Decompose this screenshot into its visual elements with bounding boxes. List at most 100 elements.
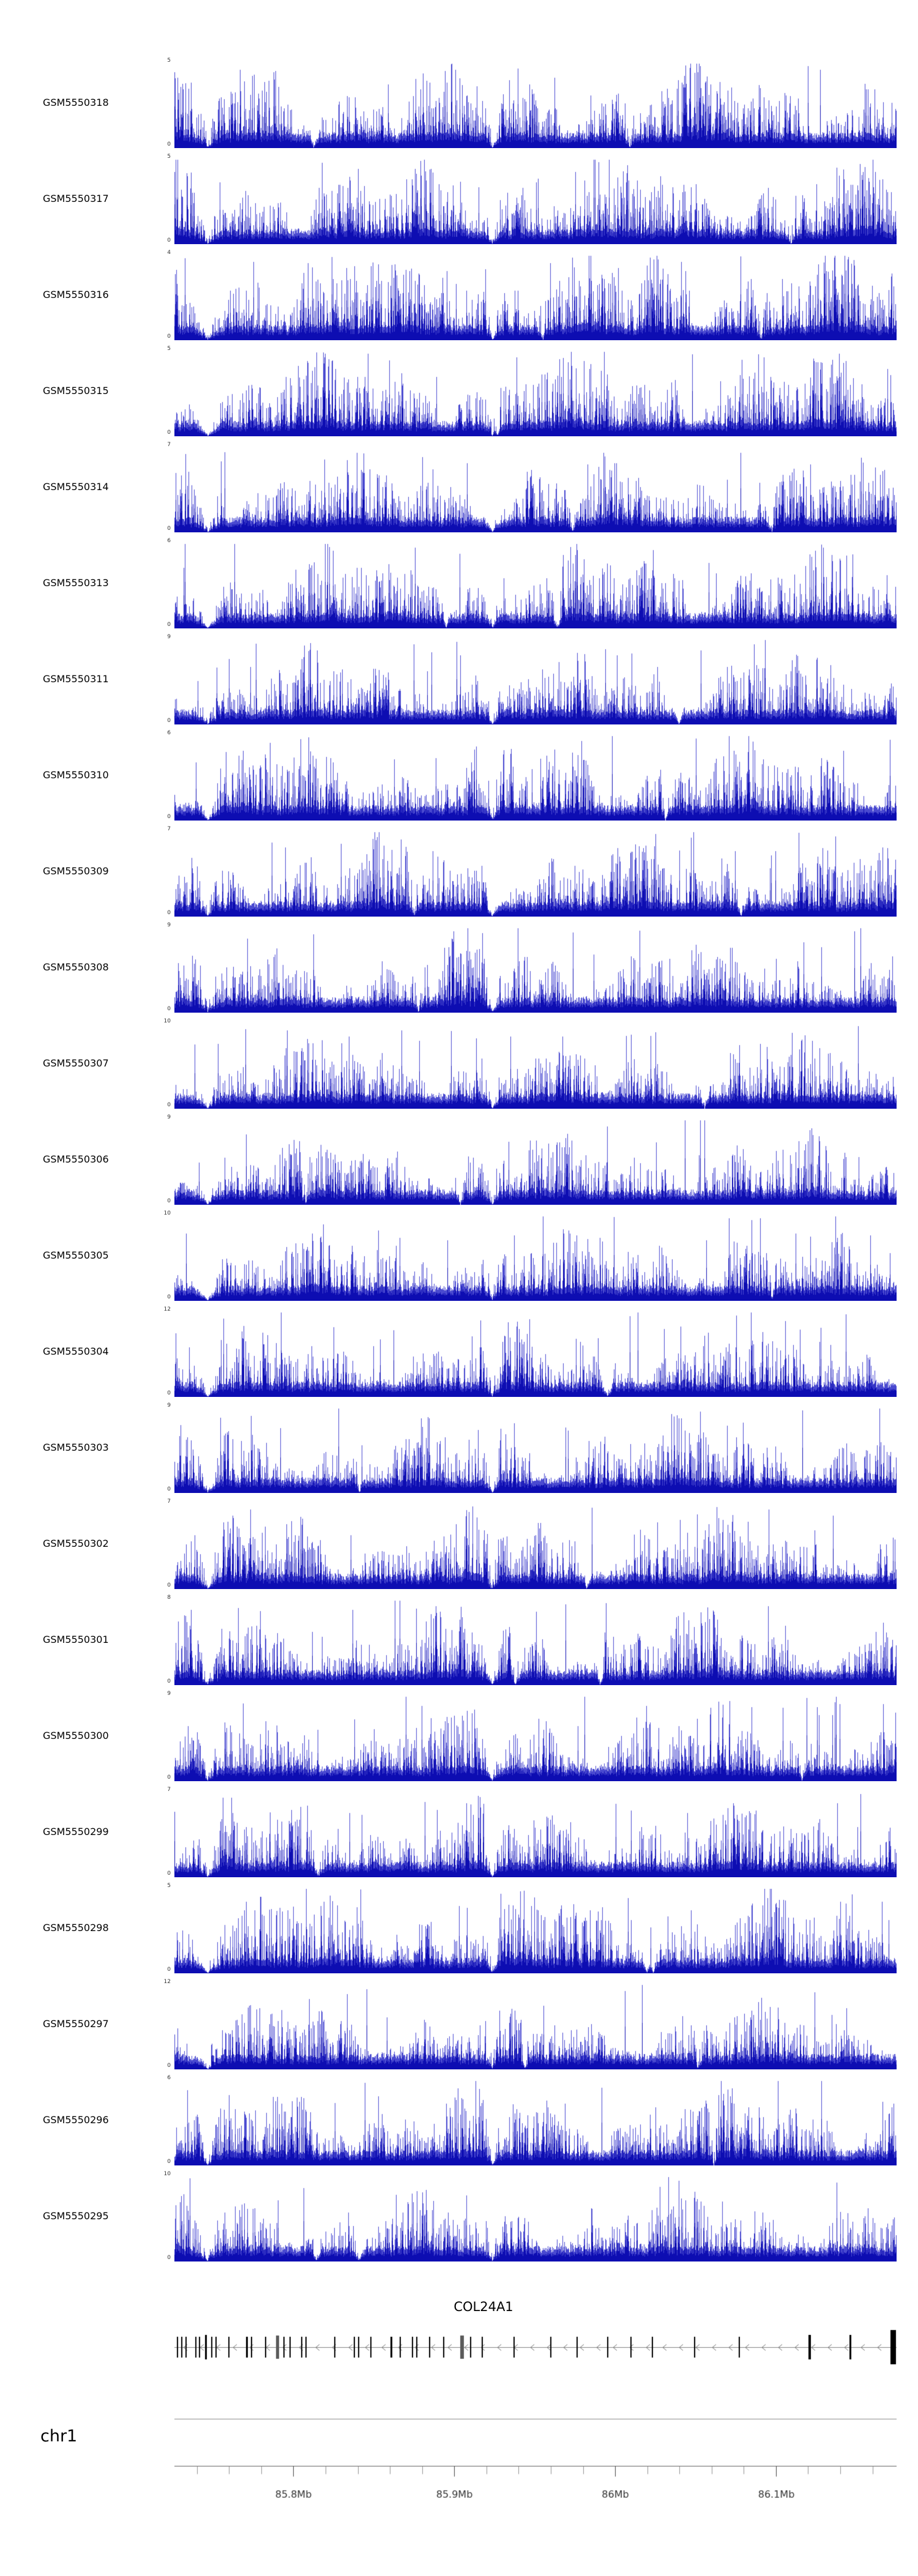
- signal-tracks: GSM5550318 5 0 GSM5550317 5 0 GSM5550316 4 0 GSM5…: [0, 56, 918, 2266]
- track-row: GSM5550298 5 0: [0, 1882, 918, 1978]
- track-row: GSM5550311 9 0: [0, 633, 918, 729]
- track-label: GSM5550306: [43, 1153, 109, 1165]
- y-axis-zero-label: 0: [167, 1678, 171, 1684]
- coverage-signal-plot: [174, 1886, 897, 1973]
- coverage-signal-plot: [174, 2079, 897, 2165]
- track-label: GSM5550311: [43, 672, 109, 685]
- track-row: GSM5550304 12 0: [0, 1305, 918, 1401]
- track-label: GSM5550316: [43, 288, 109, 300]
- track-row: GSM5550317 5 0: [0, 152, 918, 248]
- coverage-signal-plot: [174, 1598, 897, 1685]
- y-axis-zero-label: 0: [167, 237, 171, 244]
- track-label: GSM5550295: [43, 2209, 109, 2222]
- coverage-signal-plot: [174, 542, 897, 628]
- track-label: GSM5550318: [43, 96, 109, 108]
- track-row: GSM5550296 6 0: [0, 2074, 918, 2170]
- y-axis-zero-label: 0: [167, 1198, 171, 1204]
- y-axis-zero-label: 0: [167, 1774, 171, 1781]
- y-axis-max-label: 8: [167, 1595, 171, 1601]
- y-axis-max-label: 5: [167, 58, 171, 64]
- y-axis-max-label: 7: [167, 442, 171, 448]
- coverage-signal-plot: [174, 445, 897, 532]
- y-axis-zero-label: 0: [167, 2159, 171, 2165]
- y-axis-zero-label: 0: [167, 1582, 171, 1588]
- coordinate-axis-panel: chr1: [0, 2419, 918, 2575]
- track-label: GSM5550308: [43, 961, 109, 973]
- track-row: GSM5550314 7 0: [0, 441, 918, 537]
- track-row: GSM5550303 9 0: [0, 1401, 918, 1497]
- y-axis-zero-label: 0: [167, 526, 171, 532]
- track-row: GSM5550309 7 0: [0, 825, 918, 921]
- y-axis-max-label: 5: [167, 1883, 171, 1889]
- track-label: GSM5550302: [43, 1537, 109, 1549]
- y-axis-max-label: 9: [167, 634, 171, 640]
- track-label: GSM5550303: [43, 1441, 109, 1453]
- y-axis-zero-label: 0: [167, 718, 171, 724]
- coverage-signal-plot: [174, 1022, 897, 1109]
- y-axis-zero-label: 0: [167, 333, 171, 340]
- y-axis-zero-label: 0: [167, 1102, 171, 1108]
- y-axis-zero-label: 0: [167, 1871, 171, 1877]
- track-row: GSM5550300 9 0: [0, 1689, 918, 1785]
- y-axis-zero-label: 0: [167, 622, 171, 628]
- y-axis-max-label: 9: [167, 1114, 171, 1120]
- y-axis-zero-label: 0: [167, 1486, 171, 1492]
- track-label: GSM5550309: [43, 865, 109, 877]
- track-label: GSM5550313: [43, 576, 109, 589]
- y-axis-max-label: 6: [167, 730, 171, 736]
- y-axis-max-label: 6: [167, 538, 171, 544]
- coverage-signal-plot: [174, 1790, 897, 1877]
- track-label: GSM5550310: [43, 769, 109, 781]
- track-label: GSM5550298: [43, 1921, 109, 1934]
- gene-model-track: [174, 2318, 897, 2376]
- track-row: GSM5550316 4 0: [0, 248, 918, 344]
- y-axis-zero-label: 0: [167, 2063, 171, 2069]
- y-axis-max-label: 12: [163, 1306, 171, 1312]
- coverage-signal-plot: [174, 734, 897, 821]
- coverage-signal-plot: [174, 1406, 897, 1493]
- y-axis-max-label: 9: [167, 922, 171, 928]
- gene-annotation-panel: COL24A1: [0, 2299, 918, 2391]
- track-row: GSM5550318 5 0: [0, 56, 918, 152]
- y-axis-zero-label: 0: [167, 1967, 171, 1973]
- track-row: GSM5550302 7 0: [0, 1497, 918, 1593]
- coverage-signal-plot: [174, 830, 897, 917]
- track-label: GSM5550301: [43, 1633, 109, 1645]
- track-label: GSM5550307: [43, 1057, 109, 1069]
- y-axis-max-label: 10: [163, 1210, 171, 1216]
- coverage-signal-plot: [174, 157, 897, 244]
- y-axis-max-label: 4: [167, 250, 171, 256]
- y-axis-zero-label: 0: [167, 1294, 171, 1300]
- track-label: GSM5550314: [43, 480, 109, 493]
- track-label: GSM5550305: [43, 1249, 109, 1261]
- y-axis-max-label: 12: [163, 1979, 171, 1985]
- coverage-signal-plot: [174, 1118, 897, 1205]
- chromosome-label: chr1: [40, 2427, 78, 2446]
- track-row: GSM5550308 9 0: [0, 921, 918, 1017]
- track-label: GSM5550315: [43, 384, 109, 396]
- y-axis-max-label: 10: [163, 2171, 171, 2177]
- y-axis-max-label: 10: [163, 1018, 171, 1024]
- y-axis-zero-label: 0: [167, 1390, 171, 1396]
- track-row: GSM5550295 10 0: [0, 2170, 918, 2266]
- y-axis-max-label: 6: [167, 2075, 171, 2081]
- coverage-signal-plot: [174, 1502, 897, 1589]
- track-row: GSM5550305 10 0: [0, 1209, 918, 1305]
- track-label: GSM5550297: [43, 2017, 109, 2030]
- y-axis-zero-label: 0: [167, 814, 171, 820]
- track-row: GSM5550315 5 0: [0, 344, 918, 441]
- y-axis-zero-label: 0: [167, 1006, 171, 1012]
- y-axis-max-label: 5: [167, 154, 171, 160]
- genomic-ruler: [174, 2462, 897, 2517]
- track-label: GSM5550296: [43, 2113, 109, 2126]
- coverage-signal-plot: [174, 638, 897, 724]
- track-row: GSM5550297 12 0: [0, 1978, 918, 2074]
- gene-name-label: COL24A1: [453, 2299, 513, 2314]
- y-axis-max-label: 9: [167, 1691, 171, 1697]
- track-row: GSM5550299 7 0: [0, 1785, 918, 1882]
- y-axis-zero-label: 0: [167, 2255, 171, 2261]
- y-axis-max-label: 7: [167, 1787, 171, 1793]
- coverage-signal-plot: [174, 1694, 897, 1781]
- coverage-signal-plot: [174, 61, 897, 148]
